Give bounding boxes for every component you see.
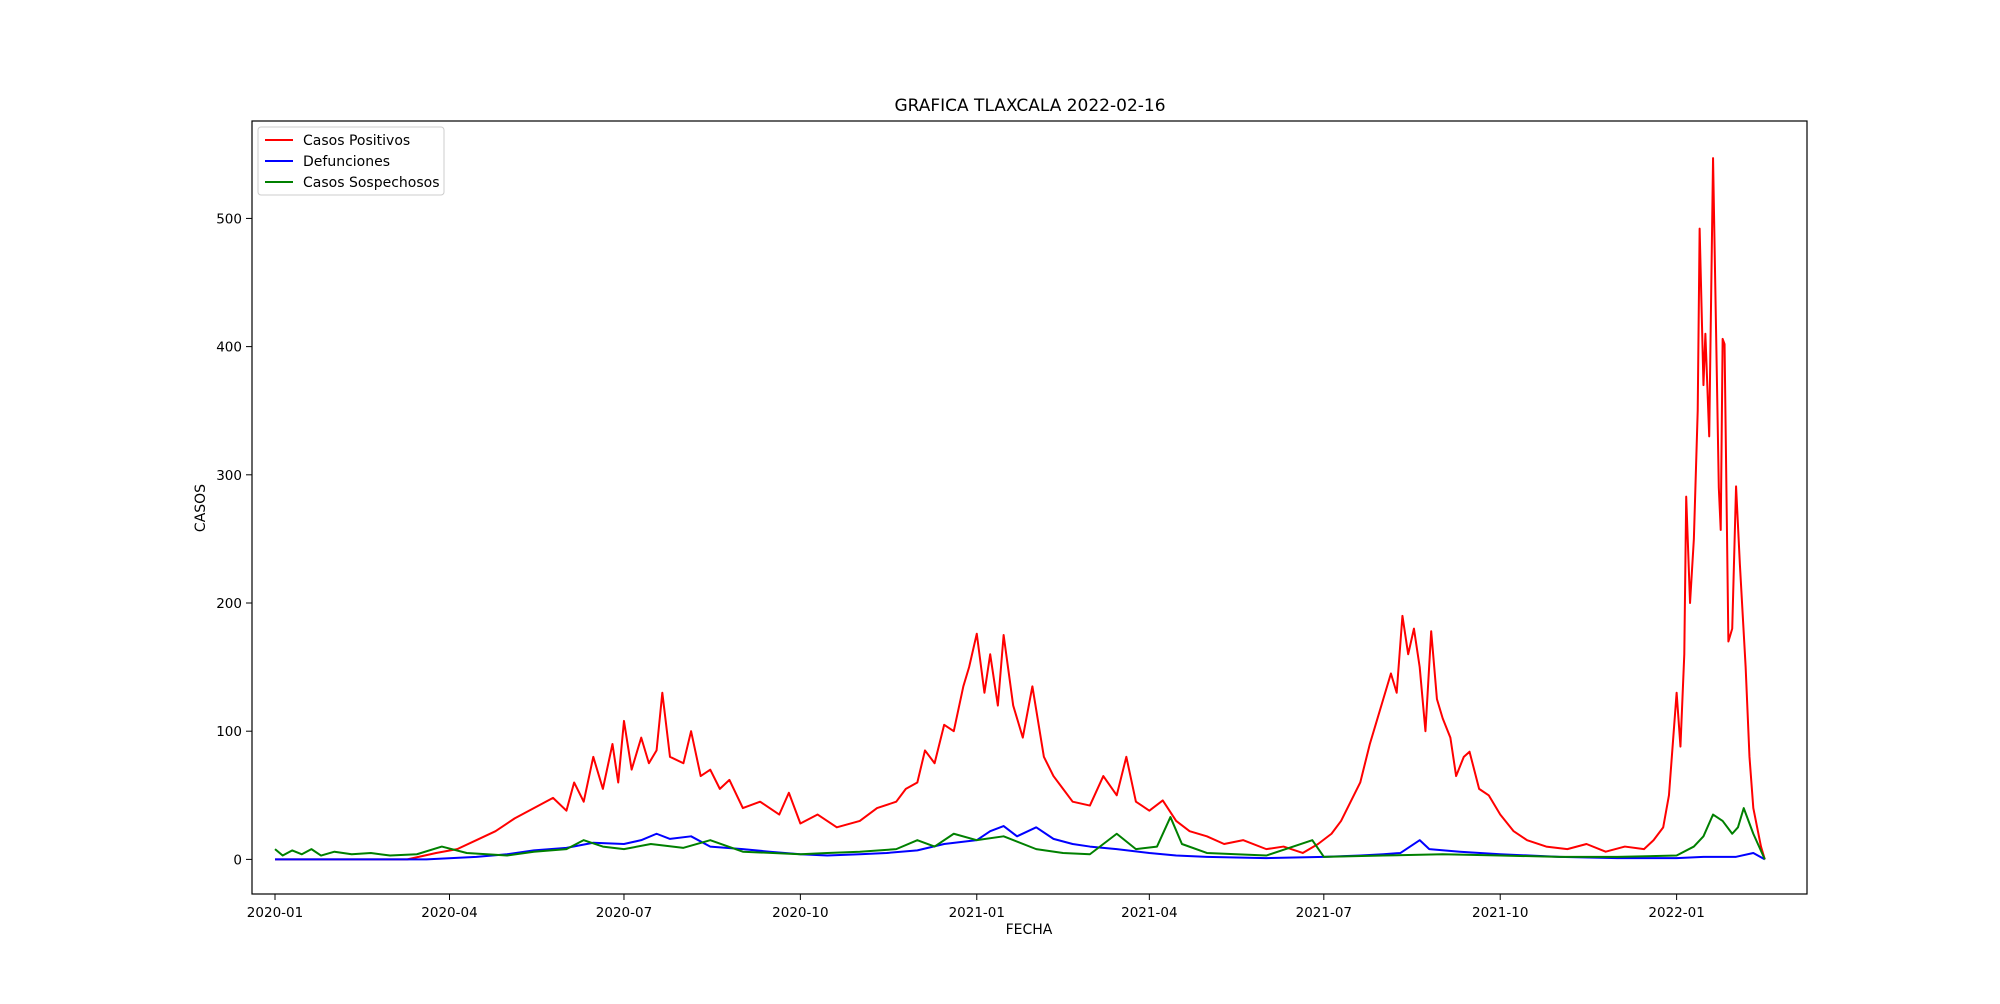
y-tick-label-5: 500 (216, 211, 242, 227)
y-tick-label-2: 200 (216, 596, 242, 612)
y-tick-label-3: 300 (216, 468, 242, 484)
y-tick-label-4: 400 (216, 340, 242, 356)
y-tick-label-1: 100 (216, 724, 242, 740)
y-axis-label: CASOS (193, 484, 209, 532)
series-line-2 (274, 807, 1766, 860)
legend: Casos Positivos Defunciones Casos Sospecho… (257, 126, 445, 196)
series-line-1 (275, 825, 1766, 861)
legend-label-2: Casos Sospechosos (303, 175, 440, 191)
legend-items: Casos Positivos Defunciones Casos Sospecho… (265, 133, 440, 191)
x-tick-label-5: 2021-04 (1121, 905, 1177, 921)
x-tick-label-6: 2021-07 (1296, 905, 1352, 921)
series-line-0 (275, 157, 1766, 861)
x-tick-label-0: 2020-01 (247, 905, 303, 921)
x-tick-label-4: 2021-01 (949, 905, 1005, 921)
plot-area (251, 120, 1808, 895)
legend-box (257, 126, 445, 196)
x-tick-label-7: 2021-10 (1472, 905, 1528, 921)
legend-label-1: Defunciones (303, 154, 390, 170)
x-tick-label-1: 2020-04 (421, 905, 477, 921)
x-tick-label-3: 2020-10 (772, 905, 828, 921)
x-tick-label-8: 2022-01 (1648, 905, 1704, 921)
y-tick-label-0: 0 (233, 852, 242, 868)
legend-label-0: Casos Positivos (303, 133, 410, 149)
x-axis: 2020-01 2020-04 2020-07 2020-10 2021-01 2021-… (247, 894, 1705, 921)
x-tick-label-2: 2020-07 (596, 905, 652, 921)
y-axis: 0 100 200 300 400 500 (216, 211, 252, 868)
plot-lines (274, 157, 1766, 861)
x-axis-label: FECHA (1006, 922, 1053, 938)
chart-title: GRAFICA TLAXCALA 2022-02-16 (894, 96, 1165, 116)
